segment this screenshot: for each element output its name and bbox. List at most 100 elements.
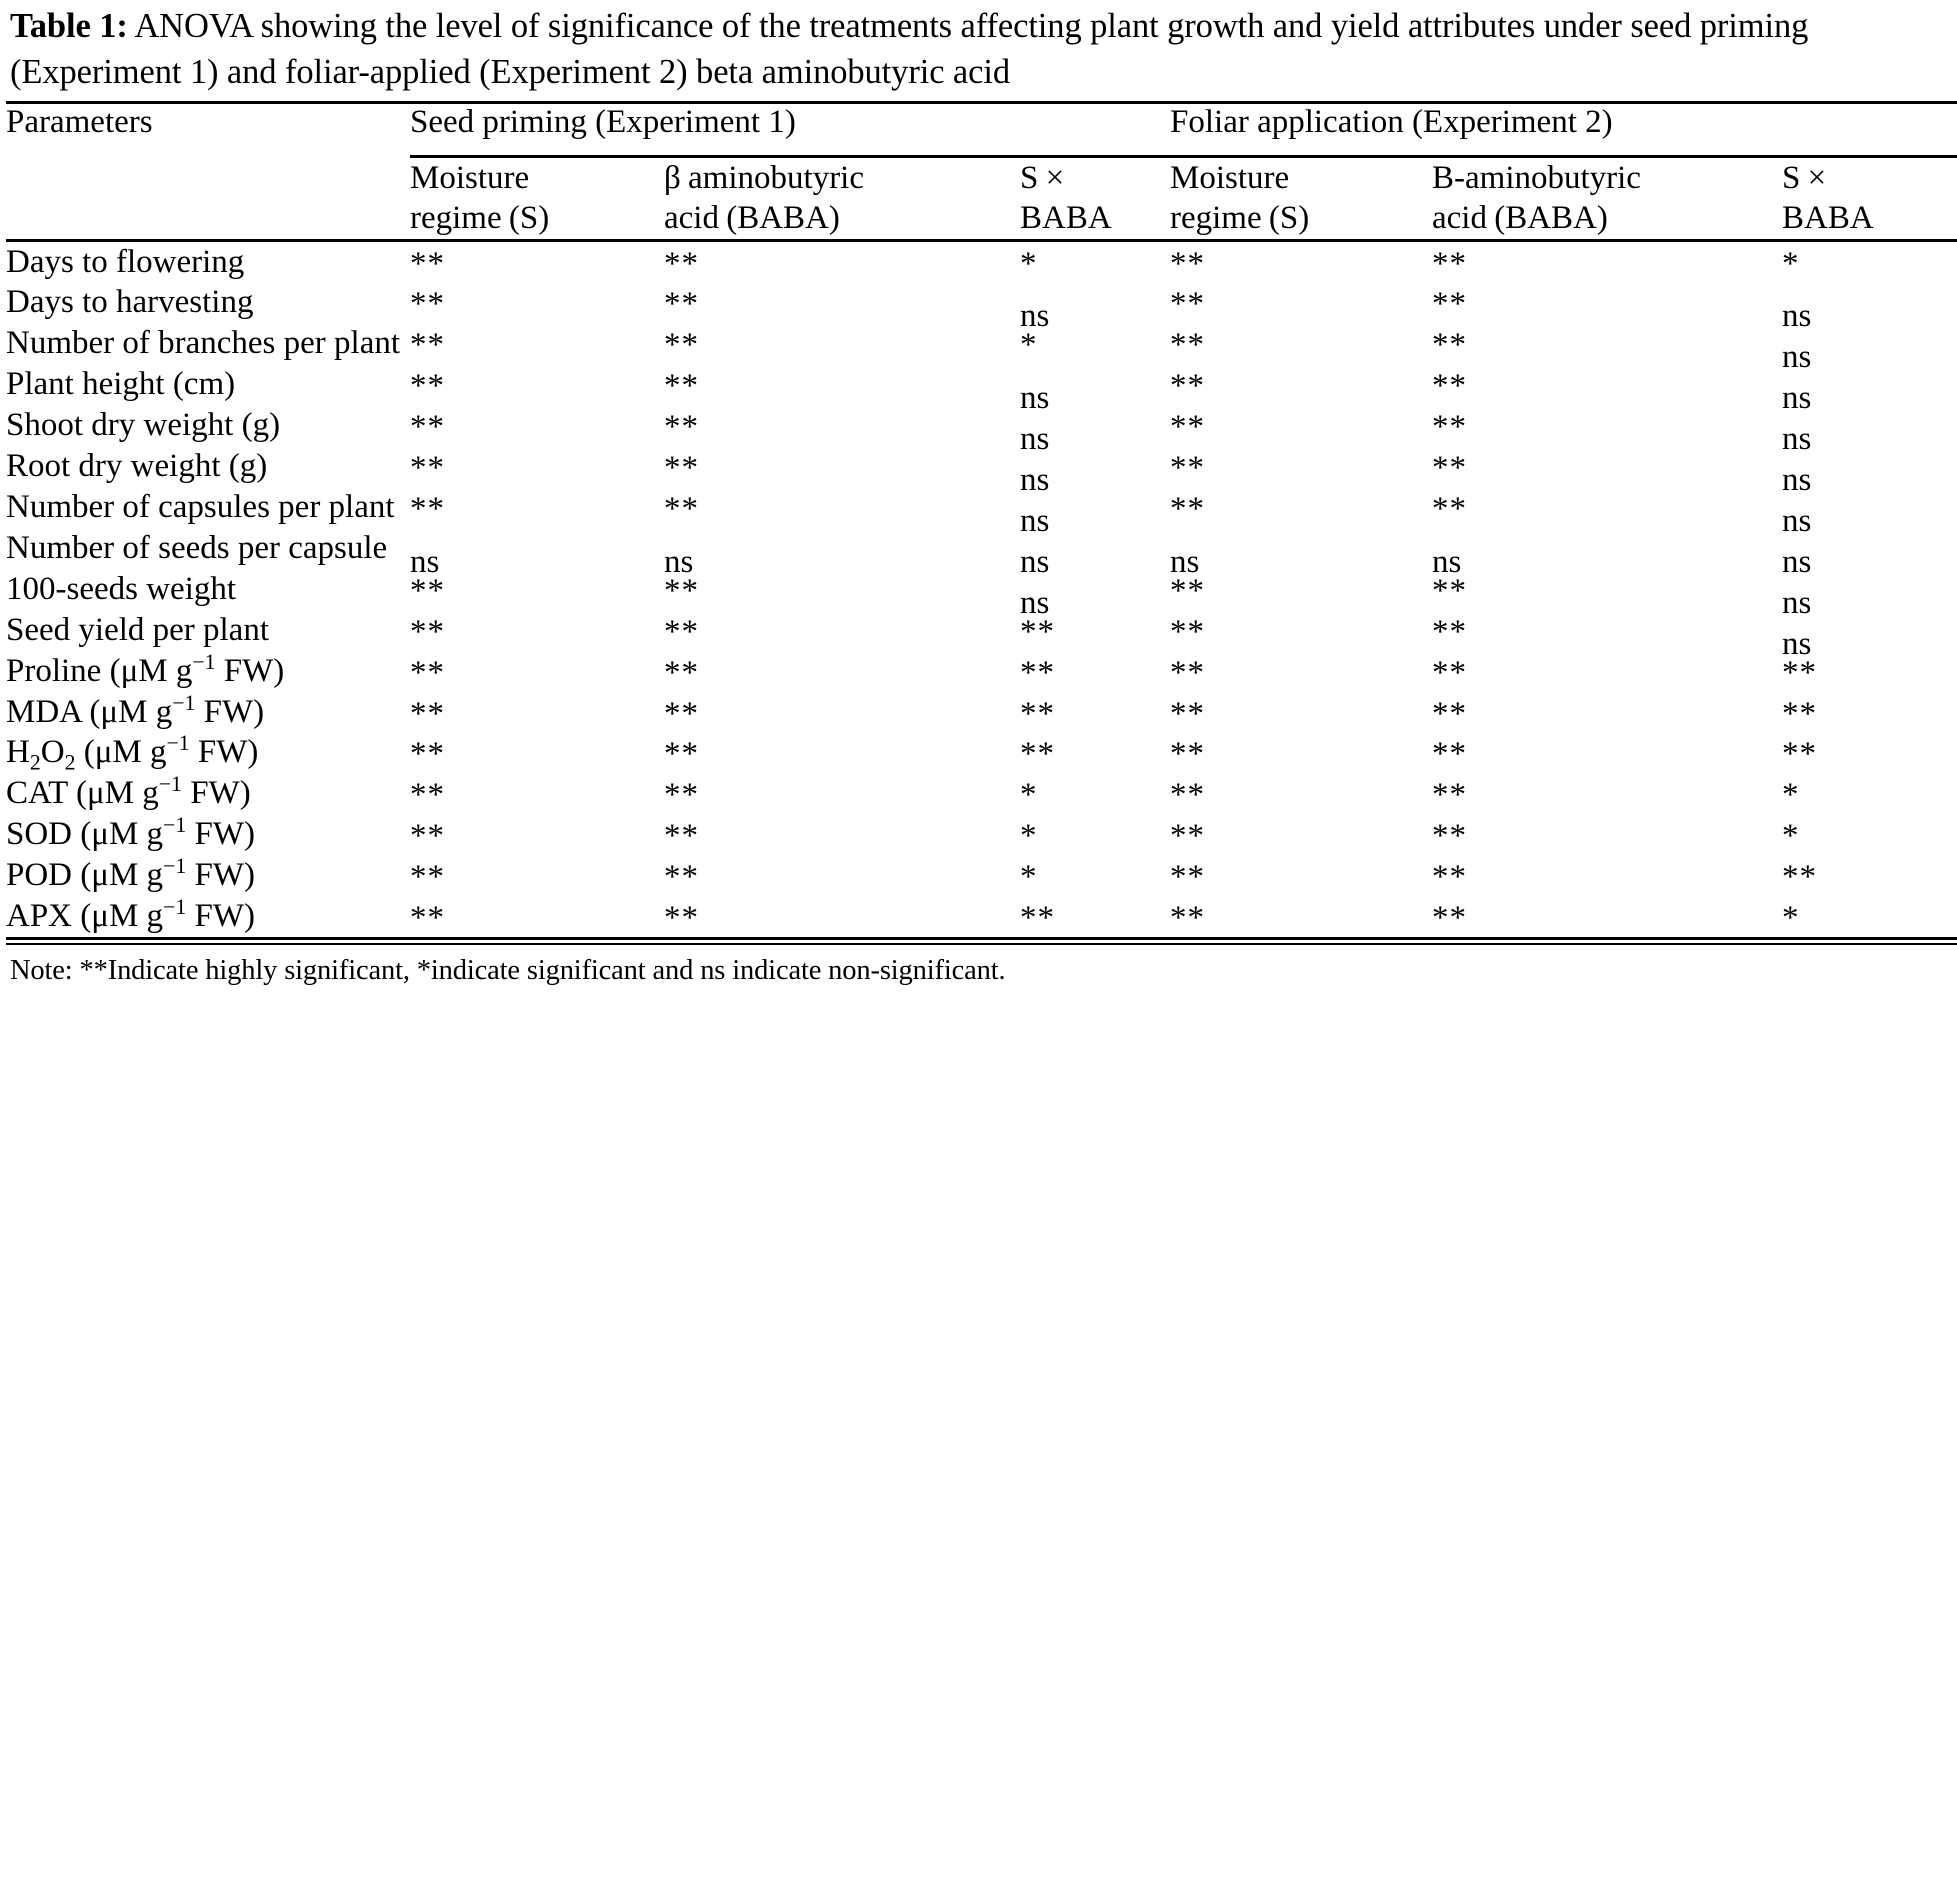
significance-marker: ** <box>1432 695 1467 732</box>
significance-marker: ** <box>1782 654 1817 691</box>
significance-cell: ns <box>1020 405 1170 456</box>
group-underline-row <box>6 141 1957 159</box>
significance-cell: ** <box>410 732 664 773</box>
ns-marker: ns <box>1782 421 1812 458</box>
table-row: MDA (μM g−1 FW) ** ** ** ** ** ** <box>6 692 1957 733</box>
table-row: CAT (μM g−1 FW) ** ** * ** ** * <box>6 773 1957 814</box>
significance-cell: * <box>1020 242 1170 283</box>
significance-cell: ** <box>1170 282 1432 323</box>
significance-marker: ** <box>664 286 699 323</box>
subheader-baba-exp2: B-aminobutyric acid (BABA) <box>1432 157 1782 241</box>
row-parameter-label: Days to harvesting <box>6 284 254 321</box>
significance-cell: ns <box>1782 528 1957 578</box>
significance-marker: ** <box>1432 409 1467 446</box>
significance-cell: ** <box>1432 610 1782 651</box>
ns-marker: ns <box>1020 298 1050 335</box>
significance-marker: ** <box>664 409 699 446</box>
significance-cell: * <box>1782 242 1957 283</box>
significance-marker: ** <box>410 736 445 773</box>
significance-marker: ** <box>1170 491 1205 527</box>
subheader-s-x-baba-exp2: S × BABA <box>1782 157 1957 241</box>
significance-cell: ** <box>1020 732 1170 773</box>
significance-marker: ** <box>1170 900 1205 937</box>
significance-marker: * <box>1020 859 1038 896</box>
significance-marker: ** <box>664 491 699 527</box>
significance-marker: ** <box>410 409 445 446</box>
ns-marker: ns <box>1782 584 1812 621</box>
significance-cell: ns <box>1782 487 1957 538</box>
significance-cell: ** <box>1432 732 1782 773</box>
ns-marker: ns <box>410 543 440 580</box>
group-underline-foliar-application <box>1170 141 1957 159</box>
ns-marker: ns <box>1170 543 1200 580</box>
table-note: Note: **Indicate highly significant, *in… <box>10 954 1006 986</box>
significance-cell: ns <box>410 528 664 578</box>
significance-cell: ** <box>410 364 664 405</box>
row-parameter-label: 100-seeds weight <box>6 570 237 607</box>
significance-cell: ** <box>1020 692 1170 733</box>
significance-marker: ** <box>664 736 699 773</box>
significance-marker: ** <box>664 572 699 609</box>
significance-cell: ns <box>664 528 1020 578</box>
significance-cell: ** <box>1170 773 1432 814</box>
significance-marker: ** <box>1782 695 1817 732</box>
significance-cell: ** <box>1432 896 1782 938</box>
significance-marker: ** <box>1170 368 1205 405</box>
subheader-line2: acid (BABA) <box>1432 200 1608 237</box>
significance-cell: ** <box>410 282 664 323</box>
table-row: APX (μM g−1 FW) ** ** ** ** ** * <box>6 896 1957 938</box>
significance-marker: ** <box>1170 818 1205 855</box>
significance-cell: ** <box>410 610 664 651</box>
significance-marker: ** <box>664 368 699 405</box>
significance-marker: ** <box>410 900 445 937</box>
significance-cell: ns <box>1782 364 1957 415</box>
significance-cell: ** <box>410 855 664 896</box>
significance-cell: ** <box>1432 282 1782 323</box>
significance-cell: ** <box>664 487 1020 528</box>
significance-marker: * <box>1020 818 1038 855</box>
significance-marker: ** <box>1782 859 1817 896</box>
significance-cell: ** <box>410 446 664 487</box>
significance-cell: ** <box>1432 692 1782 733</box>
subheader-line2: acid (BABA) <box>664 200 840 237</box>
col-header-parameters: Parameters <box>6 104 153 141</box>
significance-cell: ** <box>664 610 1020 651</box>
significance-marker: ** <box>1432 572 1467 609</box>
subheader-line1: Moisture <box>410 160 530 197</box>
subheader-line2: BABA <box>1782 200 1874 237</box>
significance-marker: ** <box>1432 736 1467 773</box>
significance-cell: ** <box>1782 855 1957 896</box>
table-row: Plant height (cm) ** ** ns ** ** ns <box>6 364 1957 415</box>
significance-cell: ** <box>1432 855 1782 896</box>
significance-cell: ** <box>410 242 664 283</box>
table-row: Days to flowering ** ** * ** ** * <box>6 242 1957 283</box>
significance-marker: ** <box>1432 654 1467 691</box>
significance-marker: ** <box>1170 736 1205 773</box>
table-row: POD (μM g−1 FW) ** ** * ** ** ** <box>6 855 1957 896</box>
significance-marker: * <box>1782 245 1800 282</box>
significance-marker: ** <box>1432 818 1467 855</box>
significance-cell: ** <box>1170 692 1432 733</box>
group-header-row: Parameters Seed priming (Experiment 1) F… <box>6 104 1957 141</box>
significance-cell: ** <box>664 896 1020 938</box>
significance-cell: ** <box>1170 569 1432 610</box>
significance-cell: ** <box>1432 405 1782 446</box>
table-row: Number of capsules per plant ** ** ns ** ** ns <box>6 487 1957 538</box>
significance-cell: ** <box>1020 610 1170 651</box>
group-underline-spacer <box>6 141 410 157</box>
significance-cell: ** <box>664 651 1020 692</box>
ns-marker: ns <box>1782 462 1812 499</box>
significance-marker: ** <box>410 368 445 405</box>
significance-marker: ** <box>1170 409 1205 446</box>
significance-cell: * <box>1782 896 1957 938</box>
significance-cell: ns <box>1020 487 1170 538</box>
significance-marker: ** <box>1432 613 1467 650</box>
significance-cell: ** <box>410 692 664 733</box>
row-parameter-label: APX (μM g−1 FW) <box>6 895 255 935</box>
table-row: Shoot dry weight (g) ** ** ns ** ** ns <box>6 405 1957 456</box>
significance-cell: * <box>1020 855 1170 896</box>
significance-cell: ** <box>1432 651 1782 692</box>
caption-text: ANOVA showing the level of significance … <box>10 7 1809 91</box>
significance-cell: ns <box>1432 528 1782 578</box>
significance-cell: ** <box>664 855 1020 896</box>
